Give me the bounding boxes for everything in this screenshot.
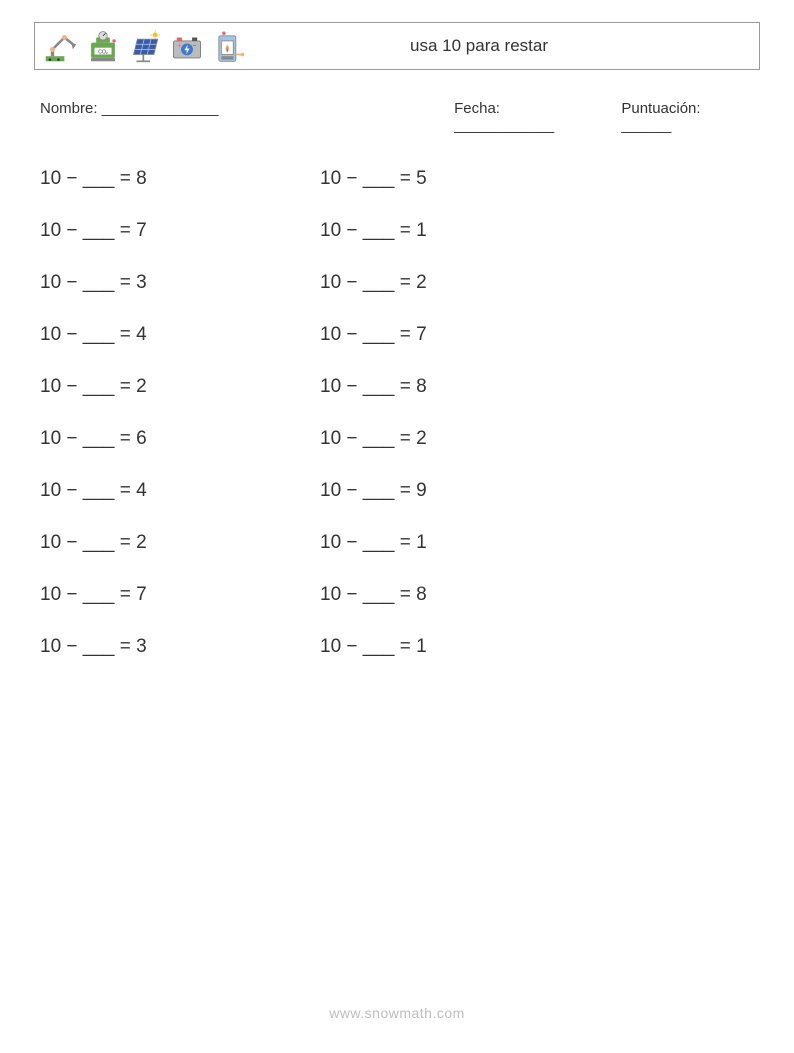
problem-cell: 10 − ___ = 2 (40, 376, 320, 398)
info-row: Nombre: ______________ Fecha: __________… (34, 100, 760, 134)
problem-cell: 10 − ___ = 8 (40, 168, 320, 190)
header-icons: CO₂ (43, 27, 247, 65)
header-box: CO₂ (34, 22, 760, 70)
co2-machine-icon: CO₂ (85, 27, 121, 65)
name-label: Nombre: (40, 100, 98, 117)
problem-cell: 10 − ___ = 7 (40, 584, 320, 606)
problem-cell: 10 − ___ = 8 (320, 376, 600, 398)
problem-cell: 10 − ___ = 7 (320, 324, 600, 346)
worksheet-title: usa 10 para restar (247, 36, 751, 56)
problem-cell: 10 − ___ = 9 (320, 480, 600, 502)
problem-cell: 10 − ___ = 2 (320, 272, 600, 294)
score-label: Puntuación: (621, 100, 700, 117)
spacer (600, 532, 754, 554)
svg-text:+: + (177, 43, 181, 50)
problem-cell: 10 − ___ = 7 (40, 220, 320, 242)
problem-cell: 10 − ___ = 2 (320, 428, 600, 450)
date-field: Fecha: ____________ (454, 100, 603, 134)
robot-arm-icon (43, 27, 79, 65)
heater-icon (211, 27, 247, 65)
spacer (600, 272, 754, 294)
spacer (600, 428, 754, 450)
problem-cell: 10 − ___ = 3 (40, 272, 320, 294)
spacer (600, 324, 754, 346)
battery-icon: + − (169, 27, 205, 65)
spacer (600, 376, 754, 398)
problem-cell: 10 − ___ = 8 (320, 584, 600, 606)
problem-cell: 10 − ___ = 3 (40, 636, 320, 658)
spacer (600, 584, 754, 606)
problem-cell: 10 − ___ = 4 (40, 324, 320, 346)
spacer (600, 168, 754, 190)
footer-watermark: www.snowmath.com (0, 1005, 794, 1021)
problem-cell: 10 − ___ = 1 (320, 220, 600, 242)
name-blank: ______________ (98, 100, 219, 117)
date-blank: ____________ (454, 117, 554, 134)
problem-cell: 10 − ___ = 1 (320, 532, 600, 554)
problem-cell: 10 − ___ = 4 (40, 480, 320, 502)
svg-text:CO₂: CO₂ (98, 50, 108, 56)
date-label: Fecha: (454, 100, 500, 117)
problem-cell: 10 − ___ = 5 (320, 168, 600, 190)
problem-cell: 10 − ___ = 1 (320, 636, 600, 658)
spacer (600, 636, 754, 658)
spacer (600, 220, 754, 242)
spacer (600, 480, 754, 502)
score-blank: ______ (621, 117, 671, 134)
worksheet-page: CO₂ (0, 0, 794, 1053)
score-field: Puntuación: ______ (621, 100, 754, 134)
svg-text:−: − (193, 43, 197, 50)
problem-cell: 10 − ___ = 2 (40, 532, 320, 554)
problem-cell: 10 − ___ = 6 (40, 428, 320, 450)
name-field: Nombre: ______________ (40, 100, 454, 134)
solar-panel-icon (127, 27, 163, 65)
problems-grid: 10 − ___ = 810 − ___ = 510 − ___ = 710 −… (34, 168, 760, 658)
